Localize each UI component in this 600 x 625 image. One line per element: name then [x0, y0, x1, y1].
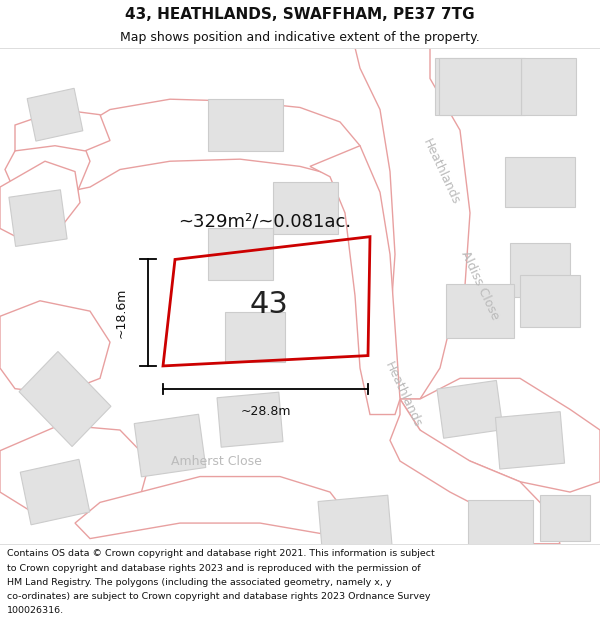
Text: Map shows position and indicative extent of the property.: Map shows position and indicative extent…: [120, 31, 480, 44]
Text: 100026316.: 100026316.: [7, 606, 64, 615]
Polygon shape: [9, 190, 67, 246]
Polygon shape: [48, 99, 360, 192]
Text: ~329m²/~0.081ac.: ~329m²/~0.081ac.: [178, 212, 351, 230]
Polygon shape: [496, 412, 565, 469]
Polygon shape: [15, 109, 110, 151]
Text: 43: 43: [250, 290, 289, 319]
Polygon shape: [505, 157, 575, 207]
Text: Amherst Close: Amherst Close: [170, 456, 262, 468]
Text: ~18.6m: ~18.6m: [115, 288, 128, 338]
Polygon shape: [521, 58, 575, 115]
Polygon shape: [318, 495, 392, 551]
Polygon shape: [310, 146, 400, 414]
Polygon shape: [134, 414, 206, 477]
Polygon shape: [467, 500, 533, 546]
Text: Heathlands: Heathlands: [420, 136, 462, 207]
Text: Heathlands: Heathlands: [382, 360, 424, 430]
Text: co-ordinates) are subject to Crown copyright and database rights 2023 Ordnance S: co-ordinates) are subject to Crown copyr…: [7, 592, 431, 601]
Polygon shape: [435, 58, 525, 115]
Polygon shape: [390, 399, 560, 544]
Polygon shape: [510, 243, 570, 297]
Polygon shape: [272, 182, 337, 234]
Polygon shape: [19, 351, 111, 446]
Polygon shape: [0, 425, 150, 512]
Polygon shape: [208, 99, 283, 151]
Polygon shape: [439, 58, 521, 115]
Polygon shape: [217, 392, 283, 448]
Polygon shape: [5, 130, 90, 208]
Polygon shape: [0, 301, 110, 394]
Polygon shape: [75, 476, 350, 539]
Polygon shape: [437, 381, 503, 438]
Text: Contains OS data © Crown copyright and database right 2021. This information is : Contains OS data © Crown copyright and d…: [7, 549, 435, 559]
Text: HM Land Registry. The polygons (including the associated geometry, namely x, y: HM Land Registry. The polygons (includin…: [7, 578, 392, 587]
Polygon shape: [20, 459, 90, 525]
Polygon shape: [400, 378, 600, 492]
Polygon shape: [355, 48, 470, 399]
Polygon shape: [208, 228, 272, 280]
Polygon shape: [540, 494, 590, 541]
Polygon shape: [0, 161, 80, 239]
Polygon shape: [27, 88, 83, 141]
Text: to Crown copyright and database rights 2023 and is reproduced with the permissio: to Crown copyright and database rights 2…: [7, 564, 421, 572]
Polygon shape: [446, 284, 514, 338]
Text: Aldiss Close: Aldiss Close: [458, 249, 502, 322]
Polygon shape: [225, 312, 285, 362]
Polygon shape: [520, 275, 580, 327]
Text: ~28.8m: ~28.8m: [240, 404, 291, 418]
Text: 43, HEATHLANDS, SWAFFHAM, PE37 7TG: 43, HEATHLANDS, SWAFFHAM, PE37 7TG: [125, 7, 475, 22]
